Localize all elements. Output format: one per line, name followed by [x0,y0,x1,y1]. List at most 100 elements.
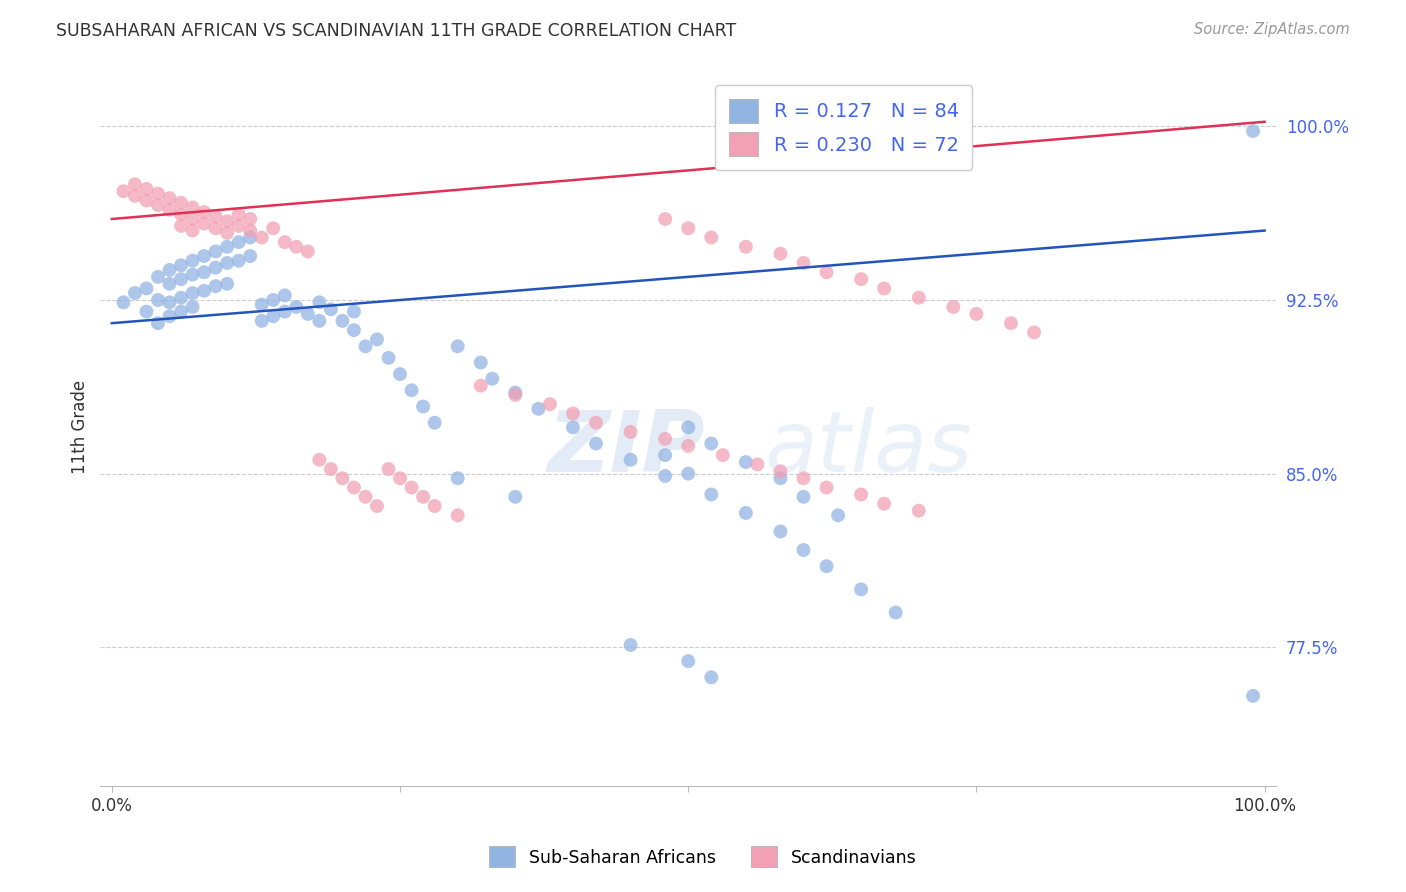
Point [366,499,388,513]
Text: Source: ZipAtlas.com: Source: ZipAtlas.com [1194,22,1350,37]
Point [389,367,412,381]
Point [217,277,239,291]
Point [849,272,872,286]
Point [711,448,734,462]
Point [228,235,250,249]
Point [1241,124,1264,138]
Point [332,314,354,328]
Point [124,189,146,203]
Point [228,219,250,233]
Point [170,195,193,210]
Point [792,543,814,558]
Point [204,279,226,293]
Point [1241,689,1264,703]
Point [135,304,157,318]
Point [412,490,434,504]
Point [170,207,193,221]
Point [447,508,470,523]
Point [170,272,193,286]
Point [377,351,399,365]
Point [146,186,169,201]
Point [239,212,262,227]
Point [170,219,193,233]
Point [332,471,354,485]
Point [193,265,215,279]
Point [204,210,226,224]
Point [146,269,169,284]
Point [181,201,204,215]
Point [159,263,181,277]
Point [585,416,607,430]
Point [389,471,412,485]
Point [423,416,446,430]
Point [228,253,250,268]
Point [204,221,226,235]
Point [297,307,319,321]
Point [747,458,769,472]
Point [308,452,330,467]
Point [217,240,239,254]
Point [700,230,723,244]
Point [654,212,676,227]
Point [654,432,676,446]
Point [135,194,157,208]
Point [849,582,872,597]
Point [319,302,342,317]
Point [884,606,907,620]
Point [377,462,399,476]
Point [217,226,239,240]
Point [538,397,561,411]
Point [873,281,896,295]
Point [319,462,342,476]
Point [204,244,226,259]
Point [792,256,814,270]
Point [204,260,226,275]
Point [619,425,641,439]
Point [907,503,929,517]
Point [181,300,204,314]
Point [181,268,204,282]
Point [470,378,492,392]
Point [170,258,193,272]
Point [734,506,756,520]
Point [112,295,135,310]
Point [193,217,215,231]
Point [815,559,838,574]
Point [1022,326,1045,340]
Point [250,314,273,328]
Point [401,384,423,398]
Point [792,471,814,485]
Point [654,448,676,462]
Point [401,481,423,495]
Point [654,469,676,483]
Point [447,471,470,485]
Point [308,295,330,310]
Point [228,207,250,221]
Point [239,249,262,263]
Point [873,497,896,511]
Point [285,240,308,254]
Point [124,286,146,301]
Point [239,230,262,244]
Point [262,221,284,235]
Point [193,284,215,298]
Point [505,385,527,400]
Point [505,388,527,402]
Point [250,230,273,244]
Text: atlas: atlas [765,408,973,491]
Point [159,202,181,217]
Point [262,310,284,324]
Point [412,400,434,414]
Point [769,464,792,478]
Point [170,291,193,305]
Point [239,223,262,237]
Point [827,508,849,523]
Point [285,300,308,314]
Point [193,249,215,263]
Point [181,212,204,227]
Point [769,524,792,539]
Point [700,487,723,501]
Y-axis label: 11th Grade: 11th Grade [72,380,89,475]
Point [849,487,872,501]
Point [676,439,699,453]
